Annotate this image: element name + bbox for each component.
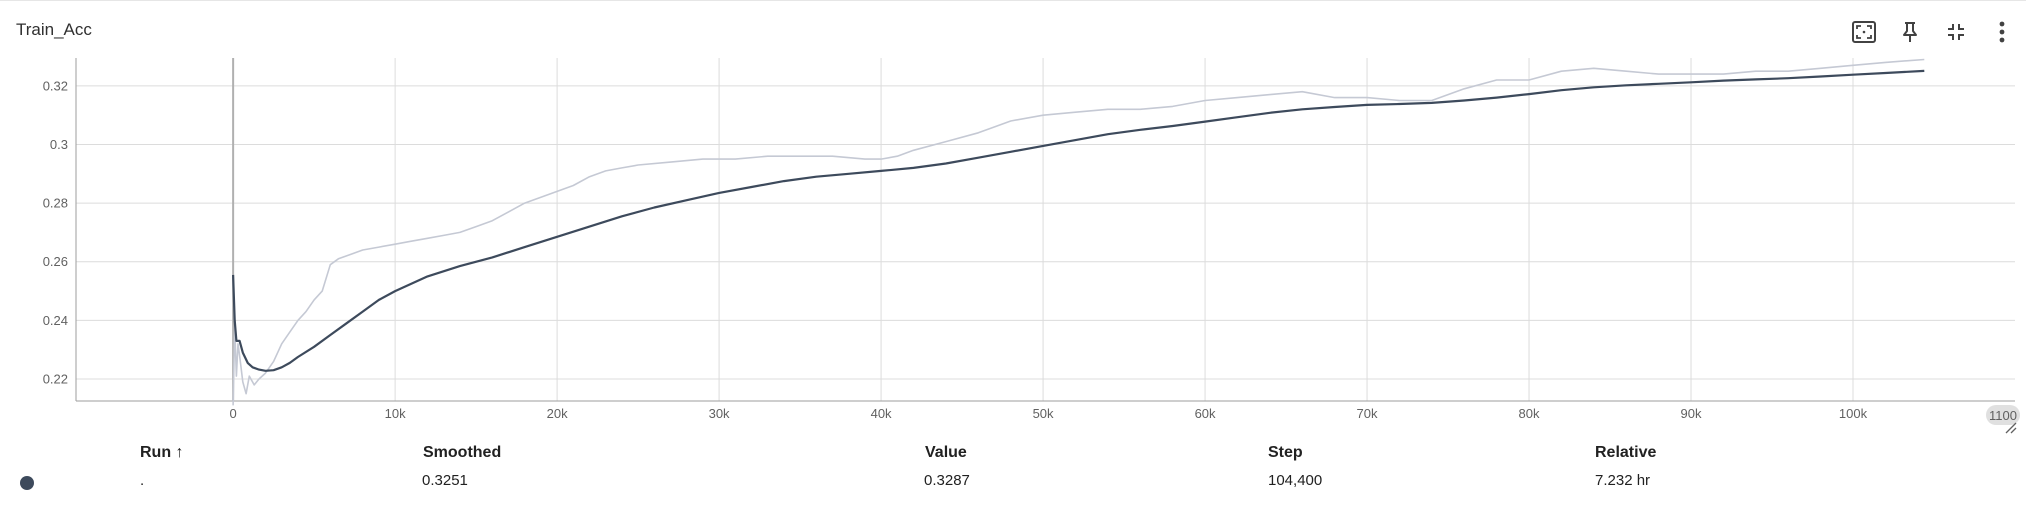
x-tick-label: 20k — [547, 406, 568, 421]
y-tick-label: 0.32 — [43, 78, 68, 93]
line-chart[interactable]: 0.22 0.24 0.26 0.28 0.3 0.32 0 10k 20k 30k 40k 50k 6… — [0, 50, 2026, 440]
more-vertical-icon — [1999, 21, 2005, 43]
grid — [76, 58, 2015, 401]
tick-labels: 0.22 0.24 0.26 0.28 0.3 0.32 0 10k 20k 30k 40k 50k 6… — [43, 78, 1868, 421]
fit-to-data-icon — [1852, 21, 1876, 43]
column-header-smoothed[interactable]: Smoothed — [423, 444, 502, 461]
y-tick-label: 0.3 — [50, 137, 68, 152]
column-header-run[interactable]: Run ↑ — [140, 444, 184, 461]
fit-domain-button[interactable] — [1846, 14, 1882, 50]
x-tick-label: 60k — [1195, 406, 1216, 421]
column-header-relative[interactable]: Relative — [1595, 444, 1657, 461]
resize-handle-icon[interactable] — [2005, 422, 2017, 434]
x-axis-end-label: 1100 — [1989, 408, 2017, 423]
x-tick-label: 10k — [385, 406, 406, 421]
x-tick-label: 100k — [1839, 406, 1868, 421]
series — [232, 58, 1925, 406]
raw-value: 0.3287 — [924, 472, 970, 489]
step-value: 104,400 — [1268, 472, 1323, 489]
pin-button[interactable] — [1892, 14, 1928, 50]
pin-icon — [1903, 22, 1917, 42]
x-tick-label: 30k — [709, 406, 730, 421]
y-tick-label: 0.26 — [43, 254, 68, 269]
x-tick-label: 70k — [1357, 406, 1378, 421]
raw-series-line — [232, 58, 1925, 406]
x-tick-label: 0 — [230, 406, 237, 421]
x-tick-label: 50k — [1033, 406, 1054, 421]
collapse-button[interactable] — [1938, 14, 1974, 50]
y-tick-label: 0.22 — [43, 372, 68, 387]
x-tick-label: 90k — [1681, 406, 1702, 421]
x-axis-end-badge — [1986, 405, 2020, 425]
relative-time: 7.232 hr — [1595, 472, 1651, 489]
more-options-button[interactable] — [1984, 14, 2020, 50]
x-tick-label: 80k — [1519, 406, 1540, 421]
run-table: Run ↑ Smoothed Value Step Relative . 0.3… — [0, 436, 2026, 520]
y-tick-label: 0.24 — [43, 313, 68, 328]
smoothed-value: 0.3251 — [422, 472, 468, 489]
run-name: . — [140, 472, 145, 489]
column-header-value[interactable]: Value — [925, 444, 967, 461]
card-top-border — [0, 0, 2026, 1]
collapse-icon — [1948, 24, 1964, 40]
run-color-dot — [20, 476, 34, 490]
column-header-step[interactable]: Step — [1268, 444, 1303, 461]
chart-card-title: Train_Acc — [16, 20, 92, 39]
y-tick-label: 0.28 — [43, 196, 68, 211]
smoothed-series-line — [232, 69, 1925, 372]
axes — [75, 58, 2015, 402]
x-tick-label: 40k — [871, 406, 892, 421]
